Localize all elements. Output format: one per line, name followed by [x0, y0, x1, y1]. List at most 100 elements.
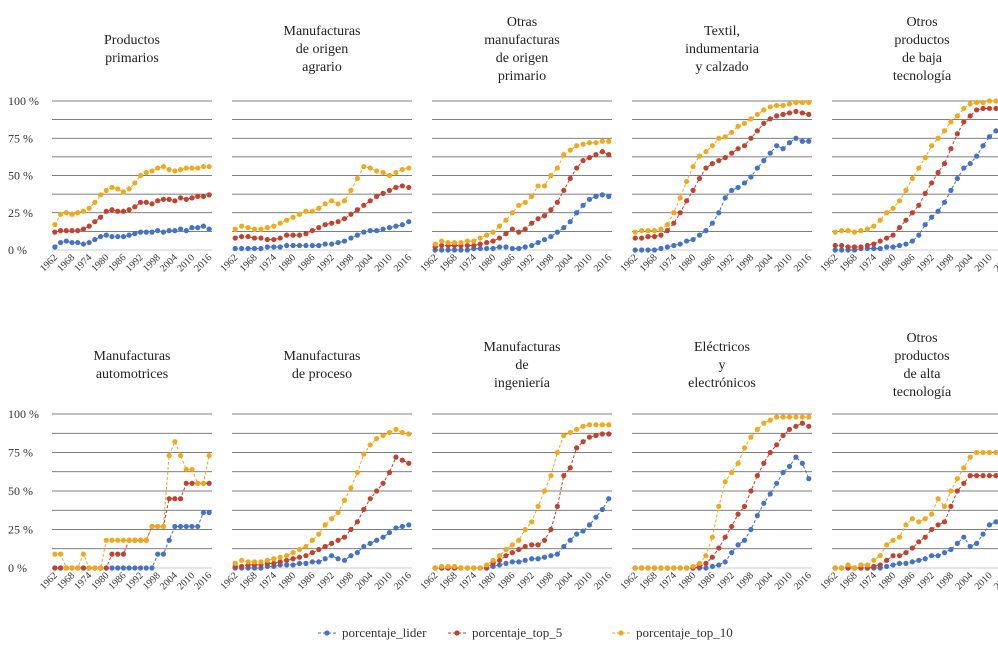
data-point: [290, 232, 296, 238]
data-point: [296, 242, 303, 249]
data-point: [522, 226, 528, 232]
data-point: [986, 522, 993, 528]
data-point: [567, 429, 573, 436]
x-tick-label: 1998: [534, 570, 556, 592]
data-point: [722, 155, 728, 161]
data-point: [137, 172, 144, 179]
data-point: [961, 534, 967, 540]
data-point: [503, 244, 509, 250]
data-point: [80, 226, 87, 232]
data-point: [374, 168, 380, 174]
data-point: [354, 469, 360, 476]
data-point: [767, 150, 773, 156]
data-point: [316, 531, 322, 537]
data-point: [884, 542, 890, 548]
data-point: [774, 480, 780, 486]
x-tick-label: 1968: [55, 252, 77, 274]
data-point: [529, 556, 535, 562]
data-point: [155, 165, 161, 171]
data-point: [296, 211, 303, 217]
data-point: [774, 143, 780, 149]
data-point: [52, 222, 58, 228]
data-point: [271, 223, 277, 229]
data-point: [354, 550, 360, 556]
data-point: [806, 99, 812, 106]
data-point: [86, 223, 92, 229]
data-point: [741, 445, 748, 451]
data-point: [477, 245, 483, 252]
x-tick-label: 1974: [72, 252, 94, 274]
data-point: [793, 414, 799, 420]
data-point: [206, 509, 212, 516]
panel-title: Manufacturas de origen agrario: [283, 24, 361, 75]
data-point: [329, 516, 335, 522]
data-point: [166, 496, 172, 502]
data-point: [296, 546, 303, 553]
x-tick-label: 1968: [638, 252, 660, 274]
data-point: [780, 111, 786, 118]
data-point: [103, 232, 109, 238]
data-point: [799, 414, 805, 420]
data-point: [490, 238, 496, 244]
data-point: [967, 543, 973, 550]
data-point: [143, 537, 149, 543]
data-point: [303, 231, 309, 237]
data-point: [393, 223, 399, 229]
data-point: [309, 228, 315, 234]
data-point: [896, 553, 903, 559]
x-tick-label: 1986: [896, 252, 918, 274]
x-tick-label: 1992: [315, 570, 337, 592]
x-tick-label: 2010: [973, 252, 995, 274]
data-point: [458, 247, 464, 253]
data-point: [496, 223, 503, 229]
data-point: [160, 523, 167, 530]
data-point: [516, 537, 522, 543]
data-point: [858, 228, 864, 234]
y-tick-label: 100 %: [8, 407, 39, 421]
series-line: [635, 416, 809, 569]
data-point: [143, 565, 149, 571]
data-point: [748, 434, 754, 440]
data-point: [335, 509, 341, 516]
data-point: [137, 229, 144, 235]
data-point: [922, 155, 928, 161]
data-point: [541, 236, 548, 243]
data-point: [80, 551, 87, 557]
series-line: [435, 498, 610, 569]
data-point: [632, 235, 638, 241]
data-point: [348, 485, 354, 491]
data-point: [115, 208, 121, 214]
data-point: [948, 146, 954, 152]
data-point: [200, 509, 207, 516]
data-point: [277, 235, 283, 241]
data-point: [380, 169, 386, 176]
data-point: [639, 235, 645, 241]
data-point: [709, 563, 715, 570]
x-tick-label: 2010: [373, 252, 395, 274]
legend-marker: [618, 630, 624, 636]
data-point: [361, 451, 367, 457]
data-point: [980, 473, 986, 479]
data-point: [748, 116, 754, 122]
data-point: [348, 235, 354, 241]
x-tick-label: 1998: [334, 252, 356, 274]
data-point: [503, 231, 509, 237]
data-point: [445, 563, 451, 570]
x-tick-label: 1986: [107, 570, 129, 592]
data-point: [284, 232, 290, 238]
data-point: [986, 473, 993, 479]
data-point: [316, 205, 322, 211]
data-point: [935, 496, 941, 502]
data-point: [341, 216, 348, 222]
data-point: [393, 525, 399, 531]
data-point: [839, 247, 845, 253]
data-point: [322, 222, 328, 228]
x-tick-label: 1968: [238, 570, 260, 592]
data-point: [296, 554, 303, 560]
data-point: [271, 556, 277, 562]
x-tick-label: 1968: [638, 570, 660, 592]
data-point: [632, 229, 638, 235]
data-point: [195, 480, 201, 486]
data-point: [696, 153, 703, 159]
data-point: [903, 187, 909, 193]
